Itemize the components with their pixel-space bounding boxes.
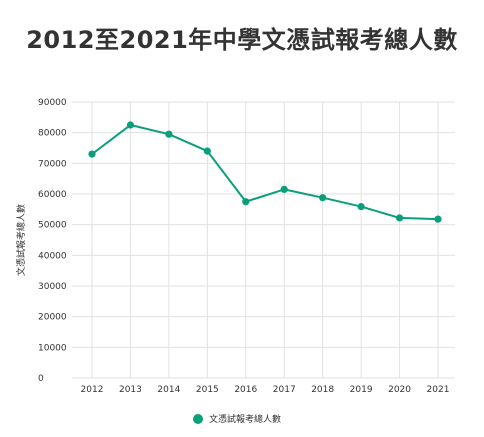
data-point <box>319 194 327 202</box>
y-tick-label: 70000 <box>38 159 67 169</box>
x-tick-label: 2013 <box>119 385 142 395</box>
x-tick-label: 2021 <box>427 385 450 395</box>
x-tick-label: 2018 <box>311 385 334 395</box>
data-point <box>434 215 442 223</box>
x-tick-label: 2017 <box>273 385 296 395</box>
data-point <box>395 214 404 222</box>
data-point <box>203 147 211 155</box>
y-tick-label: 50000 <box>38 221 67 231</box>
x-tick-label: 2015 <box>196 385 219 395</box>
data-point <box>357 202 365 211</box>
x-tick-label: 2019 <box>350 385 373 395</box>
legend-label: 文憑試報考總人數 <box>209 413 281 425</box>
y-tick-label: 0 <box>38 374 44 384</box>
data-point <box>88 150 96 158</box>
y-axis-label: 文憑試報考總人數 <box>15 204 27 276</box>
y-tick-label: 60000 <box>38 190 67 200</box>
y-tick-label: 30000 <box>38 282 67 292</box>
x-tick-label: 2020 <box>388 385 411 395</box>
y-tick-label: 10000 <box>38 343 67 353</box>
x-tick-label: 2012 <box>81 385 104 395</box>
data-point <box>165 130 173 138</box>
legend-marker <box>193 414 203 424</box>
data-point <box>242 198 250 206</box>
y-tick-label: 20000 <box>38 313 67 323</box>
y-tick-label: 80000 <box>38 129 67 139</box>
chart-title: 2012至2021年中學文憑試報考總人數 <box>26 26 458 54</box>
y-tick-label: 90000 <box>38 98 67 108</box>
data-point <box>126 121 135 129</box>
x-tick-label: 2016 <box>234 385 257 395</box>
x-tick-label: 2014 <box>157 385 180 395</box>
y-tick-label: 40000 <box>38 251 67 261</box>
data-point <box>280 185 288 193</box>
series-line <box>91 124 439 221</box>
